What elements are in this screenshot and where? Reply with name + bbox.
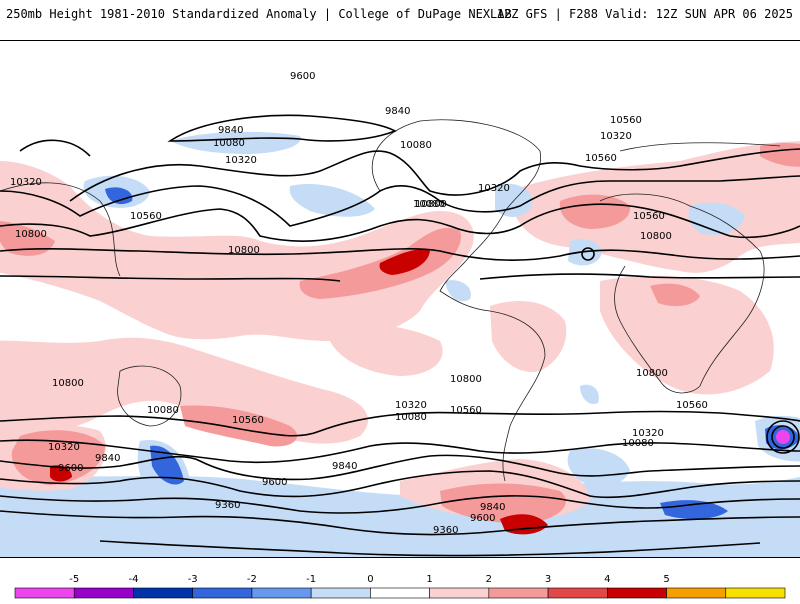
australia-outline: [117, 365, 182, 427]
negative-anomaly-extreme: [776, 430, 790, 444]
contour-10800-north: [0, 273, 800, 282]
colorbar-tick-label: -2: [247, 574, 257, 585]
contour-label: 10080: [147, 405, 179, 416]
contour-label: 10080: [213, 138, 245, 149]
contour-label: 9600: [262, 477, 287, 488]
colorbar-swatch: [607, 587, 667, 599]
positive-anomaly-medium: [0, 143, 800, 524]
contour-label: 9600: [470, 513, 495, 524]
contour-label: 10560: [585, 153, 617, 164]
asia-west-outline: [0, 182, 121, 277]
contour-label: 10080: [400, 140, 432, 151]
contour-label: 9600: [58, 463, 83, 474]
colorbar-swatch: [666, 587, 727, 599]
contour-label: 10800: [636, 368, 668, 379]
colorbar-tick-label: 1: [426, 574, 432, 585]
contour-label: 10320: [225, 155, 257, 166]
contour-9840-south: [0, 495, 800, 514]
contour-10320-south: [0, 454, 800, 481]
contour-10800-south: [0, 410, 800, 437]
colorbar-swatch: [73, 587, 134, 599]
header: 250mb Height 1981-2010 Standardized Anom…: [0, 0, 800, 28]
contour-label: 10800: [450, 374, 482, 385]
contour-10560-south: [0, 439, 800, 464]
map-title: 250mb Height 1981-2010 Standardized Anom…: [6, 7, 512, 21]
contour-label: 10080: [413, 199, 445, 210]
contour-10320-north: [0, 203, 800, 242]
contour-label: 10560: [130, 211, 162, 222]
contour-label: 10320: [600, 131, 632, 142]
contour-label: 9840: [95, 453, 120, 464]
contour-10080-south: [0, 470, 800, 499]
map-panel: 9600 9840 10080 10320 10560 10800 9840 1…: [0, 40, 800, 558]
colorbar-swatch: [192, 587, 253, 599]
contour-label: 10560: [610, 115, 642, 126]
contour-label: 9840: [480, 502, 505, 513]
contour-label: 10320: [10, 177, 42, 188]
contour-labels: 9600 9840 10080 10320 10560 10800 9840 1…: [10, 71, 708, 536]
model-run-valid-time: 12Z GFS | F288 Valid: 12Z SUN APR 06 202…: [496, 7, 793, 21]
contour-closed-low-atlantic: [581, 247, 595, 261]
contour-label: 10080: [395, 412, 427, 423]
anomaly-map: 9600 9840 10080 10320 10560 10800 9840 1…: [0, 41, 800, 557]
colorbar-swatch: [725, 587, 786, 599]
coastlines: [0, 119, 781, 482]
colorbar-swatch: [488, 587, 549, 599]
contour-label: 10560: [232, 415, 264, 426]
contour-label: 9360: [215, 500, 240, 511]
contour-10560-north: [0, 247, 800, 261]
colorbar-tick-label: 3: [545, 574, 551, 585]
contour-label: 10320: [48, 442, 80, 453]
colorbar-tick-label: 4: [604, 574, 610, 585]
contour-9360-south: [99, 540, 761, 557]
contour-9600-south: [0, 510, 800, 536]
colorbar-tick-label: 0: [367, 574, 373, 585]
contour-label: 10800: [640, 231, 672, 242]
colorbar-swatch: [133, 587, 193, 599]
colorbar-swatch: [310, 587, 371, 599]
contour-label: 10800: [228, 245, 260, 256]
contour-label: 10320: [632, 428, 664, 439]
contour-label: 10560: [676, 400, 708, 411]
colorbar-tick-label: -4: [128, 574, 138, 585]
contour-label: 10320: [478, 183, 510, 194]
colorbar-swatch: [429, 587, 490, 599]
antarctic-negative-anomaly: [0, 473, 800, 557]
colorbar-tick-label: -1: [306, 574, 316, 585]
contour-label: 10800: [415, 199, 447, 210]
colorbar-graphic: -5 -4 -3 -2 -1 0 1 2 3 4 5: [14, 574, 786, 599]
americas-outline: [371, 119, 546, 482]
contour-10080-north: [0, 175, 800, 227]
contour-label: 10800: [52, 378, 84, 389]
colorbar: -5 -4 -3 -2 -1 0 1 2 3 4 5: [0, 570, 800, 600]
contour-label: 9840: [218, 125, 243, 136]
contour-label: 10560: [450, 405, 482, 416]
colorbar-swatch: [251, 587, 312, 599]
contour-9840-north: [19, 139, 800, 202]
contour-closed-low-south-indian: [771, 425, 795, 449]
contour-label: 9600: [290, 71, 315, 82]
height-contours: [0, 114, 800, 557]
colorbar-tick-label: 2: [486, 574, 492, 585]
colorbar-swatch: [14, 587, 75, 599]
contour-label: 10560: [633, 211, 665, 222]
contour-label: 9840: [332, 461, 357, 472]
contour-label: 10080: [622, 438, 654, 449]
contour-label: 10800: [15, 229, 47, 240]
colorbar-tick-label: 5: [663, 574, 669, 585]
contour-label: 9360: [433, 525, 458, 536]
colorbar-swatch: [547, 587, 608, 599]
contour-label: 10320: [395, 400, 427, 411]
colorbar-swatch: [370, 587, 430, 599]
eurasia-africa-outline: [599, 142, 781, 394]
colorbar-tick-label: -5: [69, 574, 79, 585]
colorbar-tick-label: -3: [188, 574, 198, 585]
contour-9600-north: [167, 114, 397, 142]
contour-label: 9840: [385, 106, 410, 117]
